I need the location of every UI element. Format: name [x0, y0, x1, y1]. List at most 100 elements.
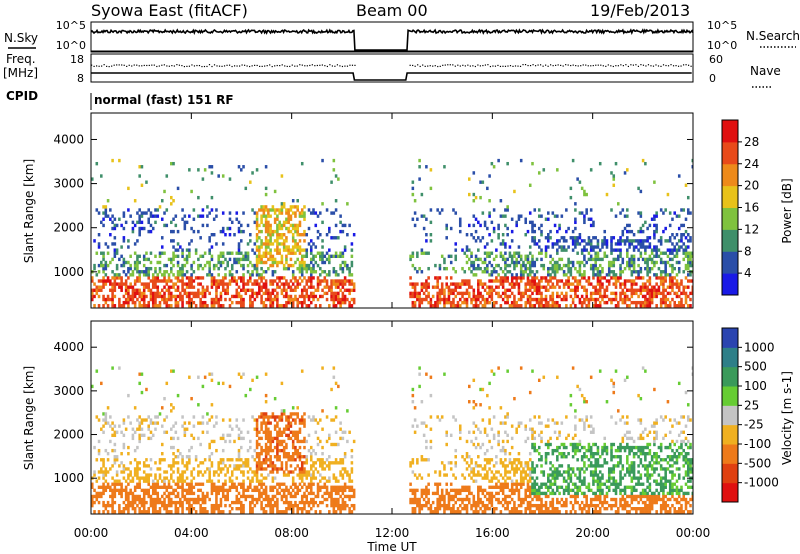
velocity-cell: [97, 500, 101, 505]
power-cell: [644, 245, 647, 249]
power-cell: [456, 304, 460, 308]
velocity-cell: [217, 464, 220, 468]
power-cell: [585, 288, 588, 292]
velocity-cell: [447, 494, 451, 499]
power-cell: [138, 217, 141, 221]
power-cell: [262, 260, 266, 265]
power-cell: [267, 251, 270, 255]
power-cell: [659, 270, 663, 274]
velocity-cell: [95, 491, 99, 496]
velocity-cell: [276, 491, 279, 496]
power-cell: [282, 248, 286, 252]
nsearch-tick-top: 10^5: [707, 19, 737, 32]
power-cell: [167, 279, 171, 283]
power-cell: [549, 266, 552, 271]
power-cell: [282, 239, 286, 243]
power-cell: [170, 291, 173, 296]
power-cells: [91, 158, 693, 308]
velocity-cell: [154, 482, 157, 486]
power-cell: [221, 282, 225, 286]
power-cell: [109, 208, 112, 212]
velocity-cell: [149, 430, 153, 434]
velocity-cell: [271, 415, 275, 419]
power-cell: [614, 242, 618, 246]
velocity-cell: [260, 421, 263, 425]
power-cell: [592, 223, 595, 228]
power-cell: [603, 254, 607, 259]
power-cell: [323, 291, 327, 296]
velocity-cell: [172, 406, 175, 410]
power-cell: [659, 300, 663, 305]
power-cell: [445, 297, 448, 302]
velocity-cell: [246, 494, 250, 499]
velocity-cell: [160, 479, 164, 483]
velocity-cell: [221, 461, 225, 465]
power-cell: [181, 254, 184, 259]
velocity-cell: [300, 473, 304, 477]
power-cell: [542, 263, 546, 268]
power-cell: [614, 257, 618, 262]
velocity-cell: [269, 507, 272, 511]
velocity-cell: [163, 497, 166, 502]
power-cell: [246, 270, 250, 274]
power-cell: [495, 248, 498, 252]
power-cell: [528, 285, 532, 289]
velocity-cell: [296, 439, 299, 444]
velocity-cell: [224, 473, 227, 477]
velocity-cell: [291, 507, 295, 511]
power-cell: [657, 276, 661, 280]
velocity-cell: [233, 467, 236, 471]
power-cell: [540, 297, 543, 302]
velocity-cell: [339, 461, 342, 465]
power-cell: [264, 242, 268, 246]
power-cell: [671, 248, 674, 252]
power-cell: [644, 220, 647, 225]
nave-point: [492, 65, 494, 67]
power-cell: [253, 282, 257, 286]
power-cell: [188, 276, 191, 280]
power-cell: [129, 273, 132, 277]
power-cell: [260, 297, 263, 302]
power-cell: [142, 282, 146, 286]
power-cell: [343, 260, 347, 265]
power-cell: [239, 251, 243, 255]
power-cell: [314, 211, 318, 215]
velocity-cell: [323, 476, 327, 480]
power-cell: [147, 288, 150, 292]
power-cell: [285, 211, 288, 215]
velocity-cell: [253, 485, 257, 489]
power-cell: [280, 205, 284, 209]
power-cell: [165, 288, 169, 292]
velocity-cell: [127, 507, 130, 511]
power-cell: [149, 294, 153, 299]
velocity-cell: [325, 491, 329, 496]
velocity-cell: [267, 458, 270, 462]
power-cell: [513, 263, 516, 268]
power-cell: [671, 279, 674, 283]
power-cell: [492, 300, 496, 305]
power-cell: [504, 279, 507, 283]
power-cell: [138, 304, 141, 308]
power-cell: [142, 288, 146, 292]
power-cell: [614, 214, 618, 218]
velocity-cell: [436, 485, 439, 489]
power-cell: [330, 279, 333, 283]
velocity-cell: [343, 482, 347, 486]
velocity-cell: [111, 494, 114, 499]
power-cell: [630, 300, 634, 305]
power-cell: [420, 214, 424, 218]
power-cell: [614, 161, 618, 166]
power-cell: [230, 300, 234, 305]
freq-label-line1: Freq.: [6, 52, 36, 66]
velocity-cell: [278, 482, 281, 486]
nave-point: [550, 64, 552, 66]
power-cell: [549, 254, 552, 259]
power-cell: [208, 263, 211, 268]
power-cell: [517, 251, 521, 255]
power-cell: [580, 186, 584, 191]
velocity-cell: [235, 458, 239, 462]
velocity-cell: [429, 445, 433, 450]
velocity-cell: [269, 497, 272, 502]
power-cell: [483, 304, 487, 308]
velocity-cell: [258, 497, 261, 502]
